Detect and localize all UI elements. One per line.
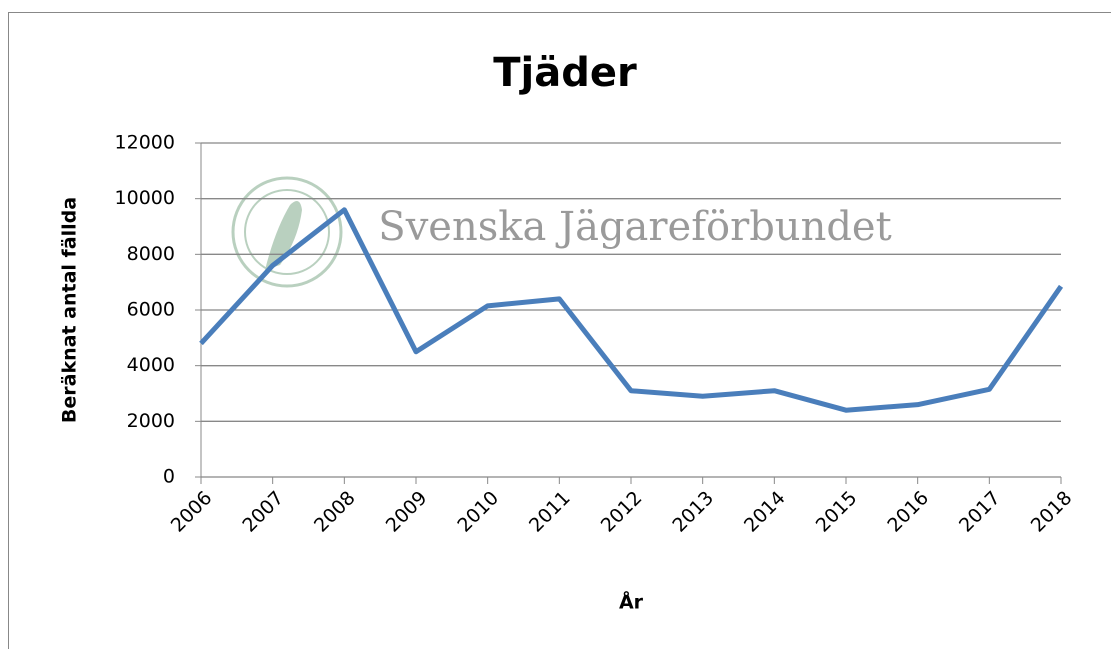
y-tick-label: 6000 [127,299,175,321]
y-tick-label: 12000 [115,132,175,154]
y-tick-label: 10000 [115,187,175,209]
y-tick-label: 0 [163,466,175,488]
y-axis-label: Beräknat antal fällda [59,197,81,423]
chart-title: Tjäder [493,50,637,96]
watermark-text: Svenska Jägareförbundet [378,204,891,250]
watermark-logo [231,176,343,288]
data-line [199,207,1064,413]
x-axis-label: År [619,590,644,614]
y-tick-label: 2000 [127,410,175,432]
chart-frame [8,12,1111,649]
y-tick-label: 8000 [127,243,175,265]
y-tick-label: 4000 [127,354,175,376]
